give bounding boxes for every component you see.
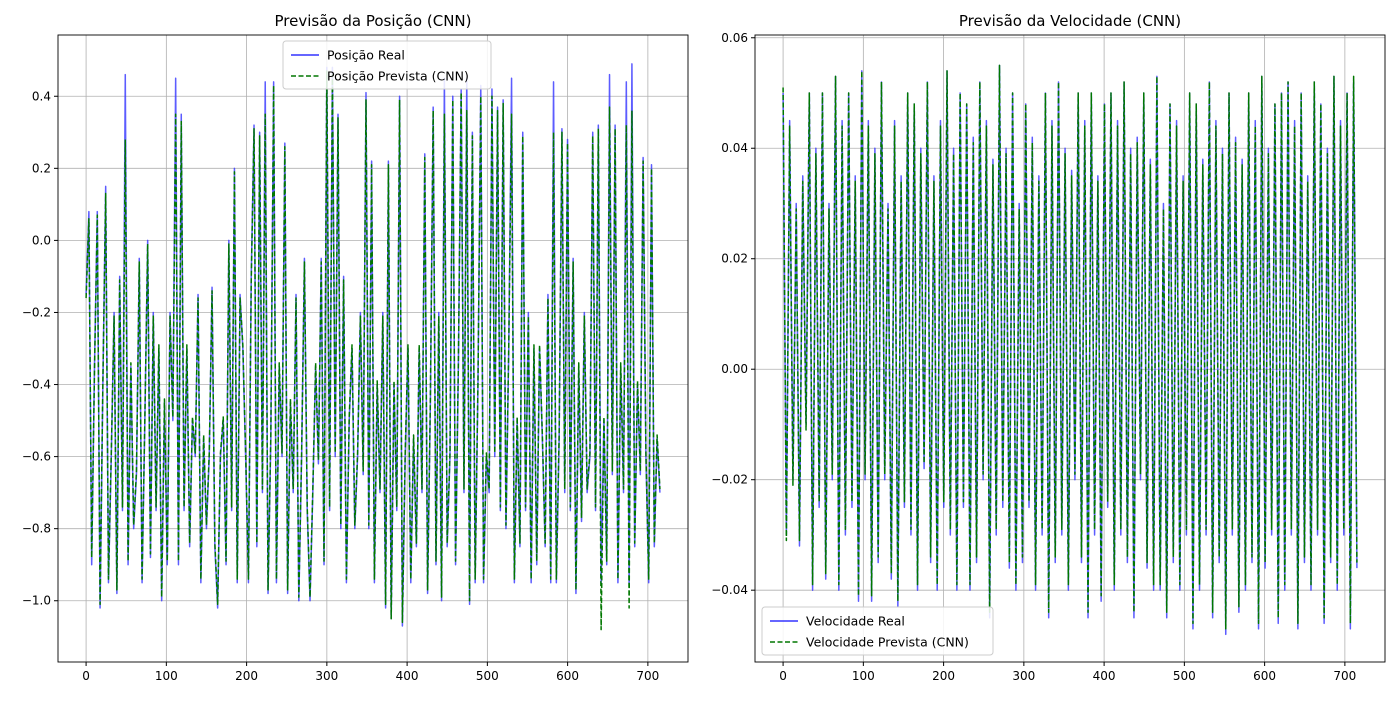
y-tick-label: 0.04 (721, 141, 748, 155)
axes-frame (754, 34, 1386, 663)
y-tick-label: 0.2 (32, 161, 51, 175)
y-tick-label: −0.02 (711, 473, 748, 487)
legend-box (282, 40, 492, 90)
series-group (782, 64, 1358, 636)
legend-label-real: Posição Real (327, 48, 405, 63)
y-tick-label: 0.0 (32, 233, 51, 247)
y-tick-label: −1.0 (22, 594, 51, 608)
position-plot: 0 100 200 300 400 500 600 700 −1.0 −0.8 −0.6 −0.4 −0… (22, 12, 689, 683)
x-tick-label: 700 (636, 669, 659, 683)
x-tick-label: 700 (1333, 669, 1356, 683)
x-tick-label: 100 (155, 669, 178, 683)
y-tick-label: −0.04 (711, 583, 748, 597)
series-group (85, 63, 661, 631)
series-line-prevista (85, 70, 661, 631)
x-tick-label: 100 (852, 669, 875, 683)
y-tick-label: 0.06 (721, 31, 748, 45)
legend-label-real: Velocidade Real (806, 614, 905, 629)
x-tick-label: 400 (396, 669, 419, 683)
legend-label-prevista: Posição Prevista (CNN) (327, 69, 469, 84)
chart-title: Previsão da Velocidade (CNN) (959, 12, 1181, 30)
axes-frame (57, 34, 689, 663)
y-tick-label: −0.2 (22, 305, 51, 319)
x-tick-label: 300 (315, 669, 338, 683)
x-tick-label: 0 (779, 669, 787, 683)
x-tick-label: 500 (476, 669, 499, 683)
x-tick-label: 600 (1253, 669, 1276, 683)
legend-label-prevista: Velocidade Prevista (CNN) (806, 635, 969, 650)
x-tick-label: 600 (556, 669, 579, 683)
x-tick-label: 500 (1173, 669, 1196, 683)
legend-box (761, 606, 994, 656)
x-tick-label: 200 (235, 669, 258, 683)
velocity-plot: 0 100 200 300 400 500 600 700 −0.04 −0.02 0.00 0.02… (711, 12, 1386, 683)
y-tick-label: 0.4 (32, 89, 51, 103)
x-tick-label: 300 (1012, 669, 1035, 683)
y-tick-label: −0.8 (22, 522, 51, 536)
legend: Posição Real Posição Prevista (CNN) (282, 40, 492, 90)
y-tick-label: −0.6 (22, 450, 51, 464)
legend: Velocidade Real Velocidade Prevista (CNN) (761, 606, 994, 656)
series-line-prevista (782, 64, 1358, 630)
y-tick-label: 0.02 (721, 252, 748, 266)
x-tick-label: 400 (1093, 669, 1116, 683)
y-tick-label: −0.4 (22, 378, 51, 392)
chart-title: Previsão da Posição (CNN) (275, 12, 472, 30)
y-tick-label: 0.00 (721, 362, 748, 376)
x-tick-label: 200 (932, 669, 955, 683)
x-tick-label: 0 (82, 669, 90, 683)
